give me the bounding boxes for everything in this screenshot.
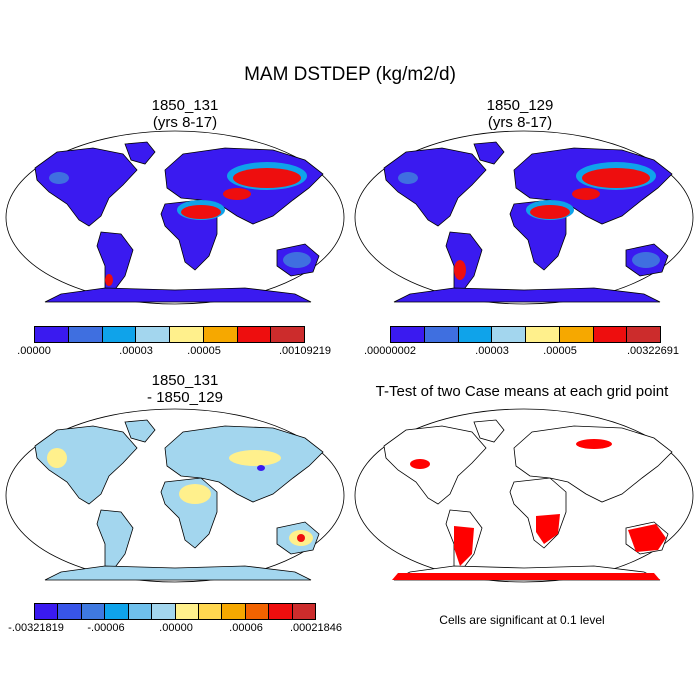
panel-1-title-line-1: 1850_131	[151, 97, 219, 114]
diff-positive-asia	[229, 450, 281, 466]
panel-3-tick-2: -.00006	[87, 622, 125, 634]
panel-1-title-line-2: (yrs 8-17)	[152, 114, 218, 131]
colorbar-swatch-1	[35, 604, 59, 619]
panel-3-map	[5, 408, 345, 583]
land-antarctica	[44, 287, 312, 303]
dust-core-asia	[582, 168, 650, 188]
colorbar-swatch-1	[35, 327, 69, 342]
panel-3-title-line-2: - 1850_129	[147, 389, 223, 406]
panel-2-title-line-1: 1850_129	[486, 97, 554, 114]
panel-1-title: 1850_131 (yrs 8-17)	[25, 97, 345, 131]
panel-3-title-line-1: 1850_131	[151, 372, 219, 389]
colorbar-swatch-4	[492, 327, 526, 342]
diff-negative-asia	[257, 465, 265, 471]
colorbar-swatch-5	[170, 327, 204, 342]
panel-2-tick-3: .00005	[543, 345, 577, 357]
land-northAmerica	[34, 425, 138, 505]
panel-3-tick-1: -.00321819	[8, 622, 64, 634]
land-greenland	[124, 141, 156, 165]
colorbar-swatch-1	[391, 327, 425, 342]
colorbar-swatch-7	[175, 604, 199, 619]
panel-3-colorbar	[34, 603, 316, 620]
colorbar-swatch-11	[269, 604, 293, 619]
land-northAmerica	[383, 147, 487, 227]
colorbar-swatch-4	[105, 604, 129, 619]
panel-3-tick-3: .00000	[159, 622, 193, 634]
dust-core-patagonia	[454, 260, 466, 280]
panel-1-map	[5, 130, 345, 305]
panel-4-title: T-Test of two Case means at each grid po…	[352, 383, 692, 400]
panel-2-title-line-2: (yrs 8-17)	[487, 114, 553, 131]
panel-3-title: 1850_131 - 1850_129	[25, 372, 345, 406]
dust-north-america	[49, 172, 69, 184]
panel-4-title-line-1: T-Test of two Case means at each grid po…	[375, 383, 669, 400]
dust-core-patagonia	[105, 274, 113, 286]
colorbar-swatch-8	[271, 327, 304, 342]
land-eurasia	[513, 425, 673, 503]
panel-2-tick-1: .00000002	[364, 345, 416, 357]
panel-4-map	[354, 408, 694, 583]
significant-australia	[628, 524, 666, 552]
panel-2-tick-4: .00322691	[627, 345, 679, 357]
colorbar-swatch-3	[102, 327, 137, 342]
dust-australia	[283, 252, 311, 268]
colorbar-swatch-10	[245, 604, 270, 619]
significant-antarctica	[392, 573, 660, 580]
colorbar-swatch-4	[136, 327, 170, 342]
land-northAmerica	[383, 425, 487, 505]
colorbar-swatch-2	[58, 604, 82, 619]
panel-2-colorbar-ticks: .00000002 .00003 .00005 .00322691	[350, 345, 700, 361]
significant-asia	[576, 439, 612, 449]
land-antarctica	[44, 565, 312, 581]
colorbar-swatch-3	[458, 327, 493, 342]
colorbar-swatch-2	[424, 327, 459, 342]
colorbar-swatch-7	[593, 327, 628, 342]
colorbar-swatch-5	[526, 327, 560, 342]
land-greenland	[473, 419, 505, 443]
diff-positive-africa	[179, 484, 211, 504]
panel-3-colorbar-ticks: -.00321819 -.00006 .00000 .00006 .000218…	[0, 622, 350, 638]
dust-core-sahara	[181, 205, 221, 219]
colorbar-swatch-8	[198, 604, 223, 619]
colorbar-swatch-8	[627, 327, 660, 342]
panel-1-tick-1: .00000	[17, 345, 51, 357]
colorbar-swatch-6	[203, 327, 238, 342]
dust-core-arabia	[223, 188, 251, 200]
dust-core-sahara	[530, 205, 570, 219]
dust-core-arabia	[572, 188, 600, 200]
land-antarctica	[393, 287, 661, 303]
dust-north-america	[398, 172, 418, 184]
significant-south-america	[454, 526, 474, 566]
colorbar-swatch-6	[152, 604, 176, 619]
significant-southern-africa	[536, 514, 560, 544]
significance-note: Cells are significant at 0.1 level	[439, 613, 605, 627]
panel-3-tick-5: .00021846	[290, 622, 342, 634]
panel-2-tick-2: .00003	[475, 345, 509, 357]
land-greenland	[124, 419, 156, 443]
panel-1-tick-4: .00109219	[279, 345, 331, 357]
figure-title: MAM DSTDEP (kg/m2/d)	[244, 64, 456, 85]
land-northAmerica	[34, 147, 138, 227]
colorbar-swatch-9	[222, 604, 246, 619]
diff-positive-na	[47, 448, 67, 468]
colorbar-swatch-6	[559, 327, 594, 342]
panel-2-colorbar	[390, 326, 661, 343]
significant-north-america	[410, 459, 430, 469]
panel-3-tick-4: .00006	[229, 622, 263, 634]
panel-2-title: 1850_129 (yrs 8-17)	[360, 97, 680, 131]
panel-1-tick-3: .00005	[187, 345, 221, 357]
colorbar-swatch-2	[68, 327, 103, 342]
dust-core-asia	[233, 168, 301, 188]
colorbar-swatch-7	[237, 327, 272, 342]
land-greenland	[473, 141, 505, 165]
colorbar-swatch-5	[128, 604, 153, 619]
diff-max-australia	[297, 534, 305, 542]
colorbar-swatch-3	[81, 604, 106, 619]
panel-1-colorbar	[34, 326, 305, 343]
panel-2-map	[354, 130, 694, 305]
colorbar-swatch-12	[292, 604, 316, 619]
panel-1-tick-2: .00003	[119, 345, 153, 357]
panel-1-colorbar-ticks: .00000 .00003 .00005 .00109219	[0, 345, 350, 361]
dust-australia	[632, 252, 660, 268]
